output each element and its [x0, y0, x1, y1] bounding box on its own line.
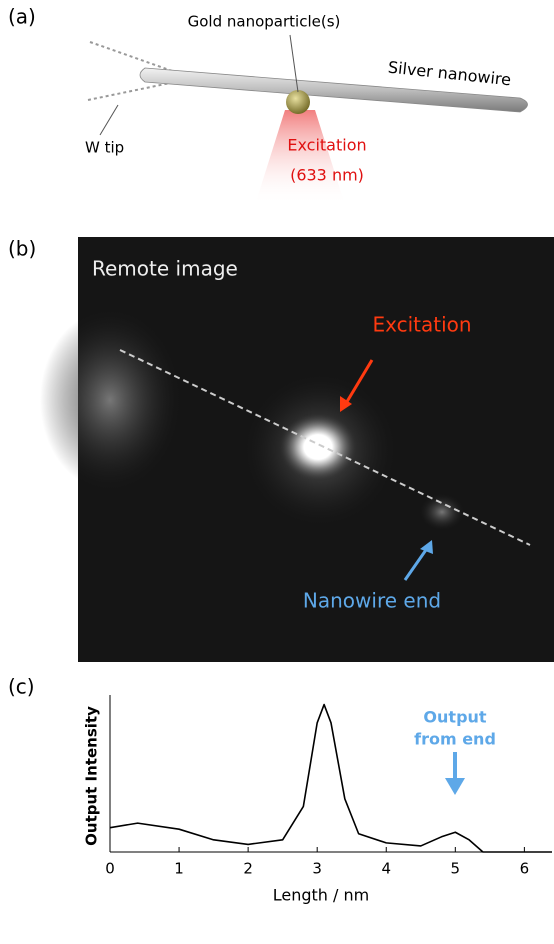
gold-particle: [286, 90, 310, 114]
label: Excitation: [287, 136, 366, 155]
panel-label: (b): [8, 237, 36, 261]
panel-label: (a): [8, 5, 36, 29]
panel-label: (c): [8, 675, 35, 699]
annotation-arrowhead: [445, 778, 465, 795]
x-axis-label: Length / nm: [273, 886, 369, 905]
tip-line: [88, 82, 175, 100]
label: Silver nanowire: [387, 58, 512, 90]
x-tick-label: 1: [174, 860, 184, 878]
label: Gold nanoparticle(s): [188, 13, 341, 31]
x-tick-label: 0: [105, 860, 115, 878]
figure: (a) Gold nanoparticle(s) Silver nanowire…: [0, 0, 554, 944]
pointer: [100, 105, 118, 135]
annotation: Output: [423, 708, 486, 727]
y-axis-label: Output Intensity: [83, 706, 101, 846]
haze: [420, 494, 464, 530]
line: [110, 705, 552, 852]
label: W tip: [85, 139, 124, 157]
x-tick-label: 2: [243, 860, 253, 878]
spot: [278, 412, 358, 482]
label: (633 nm): [290, 166, 364, 185]
label: Excitation: [372, 313, 471, 337]
excitation-cone: [255, 110, 345, 205]
tip-line: [90, 42, 175, 72]
x-tick-label: 6: [520, 860, 530, 878]
x-tick-label: 5: [451, 860, 461, 878]
annotation: from end: [414, 730, 496, 749]
x-tick-label: 4: [381, 860, 391, 878]
haze: [40, 310, 180, 490]
label: Nanowire end: [303, 589, 441, 613]
x-tick-label: 3: [312, 860, 322, 878]
label: Remote image: [92, 257, 238, 281]
